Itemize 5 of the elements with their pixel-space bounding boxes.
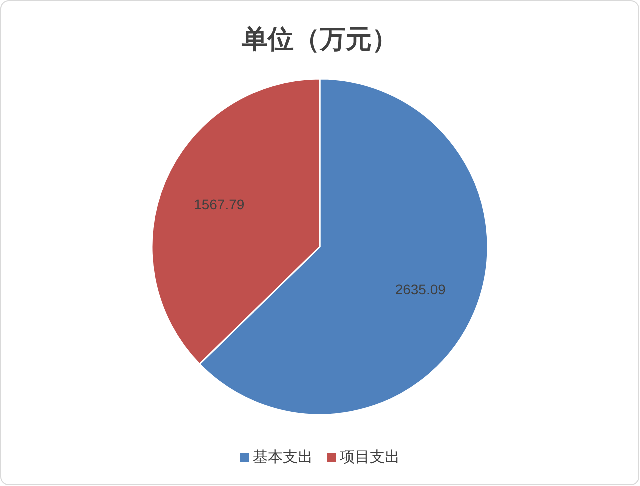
chart-title: 单位（万元） [241,25,398,55]
legend-label: 项目支出 [340,449,400,466]
data-label: 2635.09 [395,281,446,298]
legend-label: 基本支出 [253,449,313,466]
data-label: 1567.79 [194,196,245,213]
